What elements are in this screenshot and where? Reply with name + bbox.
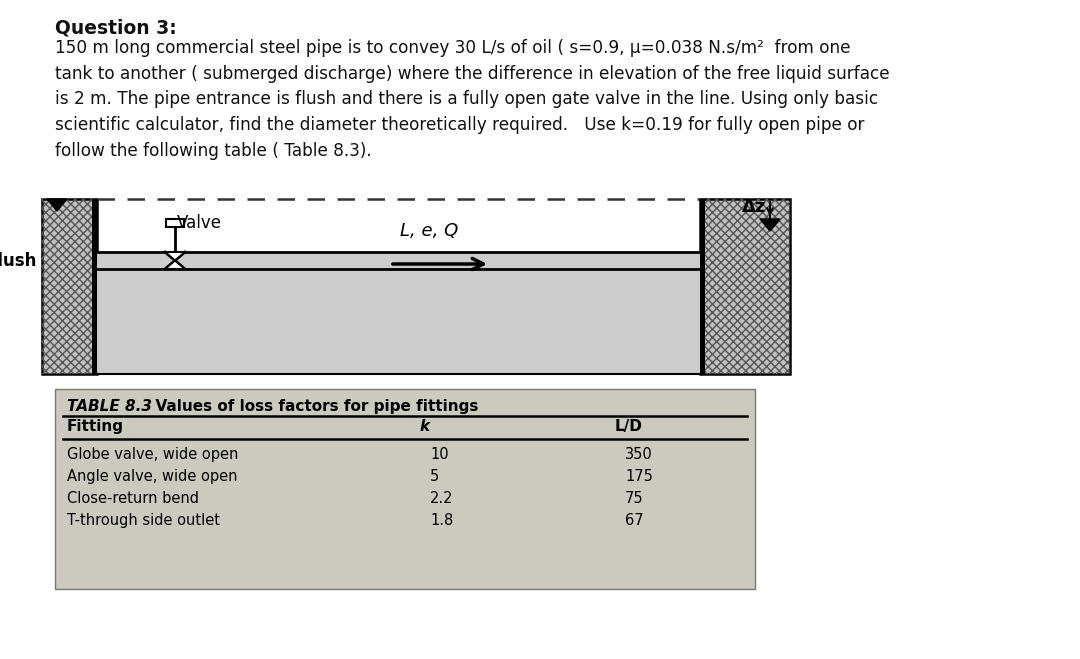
Text: Fitting: Fitting (67, 419, 124, 434)
Text: k: k (420, 419, 430, 434)
Bar (92, 199, 97, 374)
Bar (42, 199, 97, 374)
Text: 10: 10 (430, 447, 448, 462)
Text: Flush: Flush (0, 252, 37, 270)
Text: Globe valve, wide open: Globe valve, wide open (67, 447, 239, 462)
Text: TABLE 8.3: TABLE 8.3 (67, 399, 152, 414)
Text: Δz: Δz (742, 198, 767, 216)
Text: L/D: L/D (615, 419, 643, 434)
Bar (700, 199, 789, 374)
Bar (166, 219, 184, 227)
Text: 150 m long commercial steel pipe is to convey 30 L/s of oil ( s=0.9, μ=0.038 N.s: 150 m long commercial steel pipe is to c… (55, 39, 890, 159)
Bar (97, 269, 700, 374)
Text: 1.8: 1.8 (430, 513, 454, 528)
Bar (700, 199, 705, 374)
Bar (97, 252, 700, 269)
Text: 75: 75 (625, 491, 644, 506)
Text: 350: 350 (625, 447, 652, 462)
Text: Values of loss factors for pipe fittings: Values of loss factors for pipe fittings (145, 399, 478, 414)
Text: Close-return bend: Close-return bend (67, 491, 199, 506)
Text: 175: 175 (625, 469, 653, 484)
Bar (700, 199, 789, 374)
Text: 5: 5 (430, 469, 440, 484)
Text: 2.2: 2.2 (430, 491, 454, 506)
Bar (42, 199, 97, 374)
Text: T-through side outlet: T-through side outlet (67, 513, 220, 528)
Text: Question 3:: Question 3: (55, 18, 177, 37)
Polygon shape (760, 219, 780, 231)
Polygon shape (165, 260, 185, 269)
Polygon shape (48, 199, 67, 211)
Text: 67: 67 (625, 513, 644, 528)
Text: L, e, Q: L, e, Q (400, 222, 458, 240)
Text: Angle valve, wide open: Angle valve, wide open (67, 469, 238, 484)
Text: Valve: Valve (177, 214, 222, 232)
Bar (55, 389, 755, 589)
Polygon shape (165, 252, 185, 260)
